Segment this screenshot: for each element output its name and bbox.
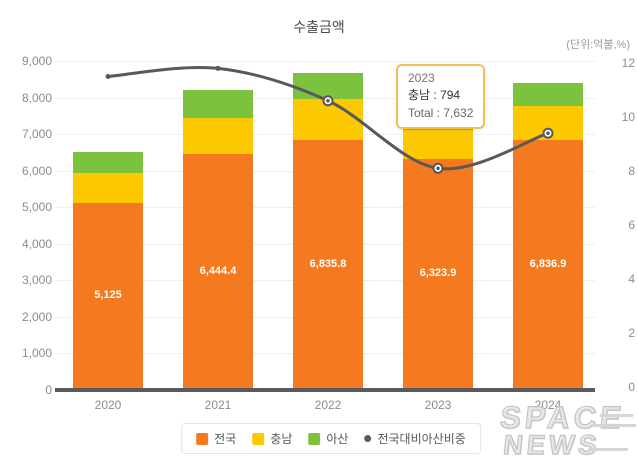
- bar-value-label: 6,444.4: [199, 265, 237, 278]
- bar-value-label: 6,836.9: [529, 258, 567, 271]
- tooltip-year: 2023: [408, 71, 435, 85]
- bar-segment-chungnam-2023[interactable]: [403, 129, 473, 159]
- axis-unit-label: (단위:억불,%): [566, 39, 630, 51]
- watermark-speed-line: [590, 423, 637, 427]
- y-axis-tick-label: 5,000: [21, 200, 52, 215]
- bar-segment-chungnam-2021[interactable]: [183, 118, 253, 155]
- legend-item-series[interactable]: 아산: [308, 430, 348, 447]
- legend-dot-marker: [364, 435, 372, 442]
- chart-title: 수출금액: [293, 19, 345, 35]
- bar-segment-asan-2020[interactable]: [73, 151, 143, 174]
- y-axis-tick-label: 8,000: [21, 90, 52, 105]
- bar-segment-nationwide-2020[interactable]: [73, 202, 143, 390]
- right-axis-tick-label: 6: [628, 218, 635, 232]
- y-axis-tick-label: 4,000: [21, 236, 52, 251]
- y-axis-tick-label: 0: [45, 383, 52, 397]
- legend-item-series[interactable]: 충남: [252, 430, 292, 447]
- bar-segment-asan-2022[interactable]: [293, 72, 363, 100]
- right-axis-tick-label: 4: [628, 272, 635, 286]
- right-axis-tick-label: 0: [628, 380, 635, 394]
- y-axis-tick-label: 2,000: [21, 309, 52, 324]
- legend-label: 아산: [326, 432, 349, 446]
- bar-segment-nationwide-2024[interactable]: [513, 140, 583, 390]
- bar-value-label: 6,835.8: [309, 258, 347, 271]
- gridline: [55, 61, 595, 62]
- right-axis-tick-label: 12: [621, 56, 635, 70]
- legend-label: 충남: [270, 432, 293, 446]
- bar-segment-nationwide-2021[interactable]: [183, 154, 253, 390]
- bar-value-label: 5,125: [94, 289, 122, 302]
- bar-segment-nationwide-2022[interactable]: [293, 140, 363, 390]
- x-axis-label: 2020: [94, 398, 122, 412]
- bar-segment-chungnam-2022[interactable]: [293, 99, 363, 141]
- y-axis-tick-label: 1,000: [21, 346, 52, 361]
- legend: 전국 충남 아산 전국대비아산비중: [181, 423, 481, 454]
- y-axis-tick-label: 6,000: [21, 163, 52, 178]
- right-axis-tick-label: 10: [621, 110, 635, 124]
- bar-segment-asan-2021[interactable]: [183, 90, 253, 119]
- legend-square-marker: [308, 432, 321, 445]
- x-axis-label: 2023: [424, 398, 452, 412]
- watermark-speed-line: [599, 413, 634, 417]
- line-point-2021[interactable]: [215, 65, 221, 71]
- y-axis-tick-label: 3,000: [21, 273, 52, 288]
- bar-segment-chungnam-2024[interactable]: [513, 106, 583, 141]
- bar-value-label: 6,323.9: [419, 267, 457, 280]
- right-axis-tick-label: 8: [628, 164, 635, 178]
- bar-segment-nationwide-2023[interactable]: [403, 158, 473, 390]
- tooltip-line: 충남 : 794: [408, 88, 461, 103]
- tooltip: 2023 충남 : 794 Total : 7,632: [396, 64, 486, 130]
- bar-segment-asan-2024[interactable]: [513, 82, 583, 107]
- tooltip-line: Total : 7,632: [408, 105, 474, 120]
- watermark-text-news: NEWS: [502, 429, 603, 457]
- x-axis-label: 2022: [314, 398, 342, 412]
- legend-label: 전국: [214, 432, 237, 446]
- y-axis-tick-label: 7,000: [21, 127, 52, 142]
- watermark-speed-line: [587, 447, 629, 451]
- x-axis-label: 2024: [534, 398, 562, 412]
- legend-item-line[interactable]: 전국대비아산비중: [364, 430, 466, 447]
- line-point-2020[interactable]: [105, 74, 111, 79]
- x-axis-label: 2021: [204, 398, 232, 412]
- legend-square-marker: [196, 432, 209, 445]
- bar-segment-chungnam-2020[interactable]: [73, 173, 143, 203]
- y-axis-tick-label: 9,000: [21, 54, 52, 68]
- legend-square-marker: [252, 432, 265, 445]
- right-axis-tick-label: 2: [628, 326, 635, 340]
- legend-label: 전국대비아산비중: [377, 432, 466, 446]
- x-axis-line: [55, 388, 595, 392]
- legend-item-series[interactable]: 전국: [196, 430, 236, 447]
